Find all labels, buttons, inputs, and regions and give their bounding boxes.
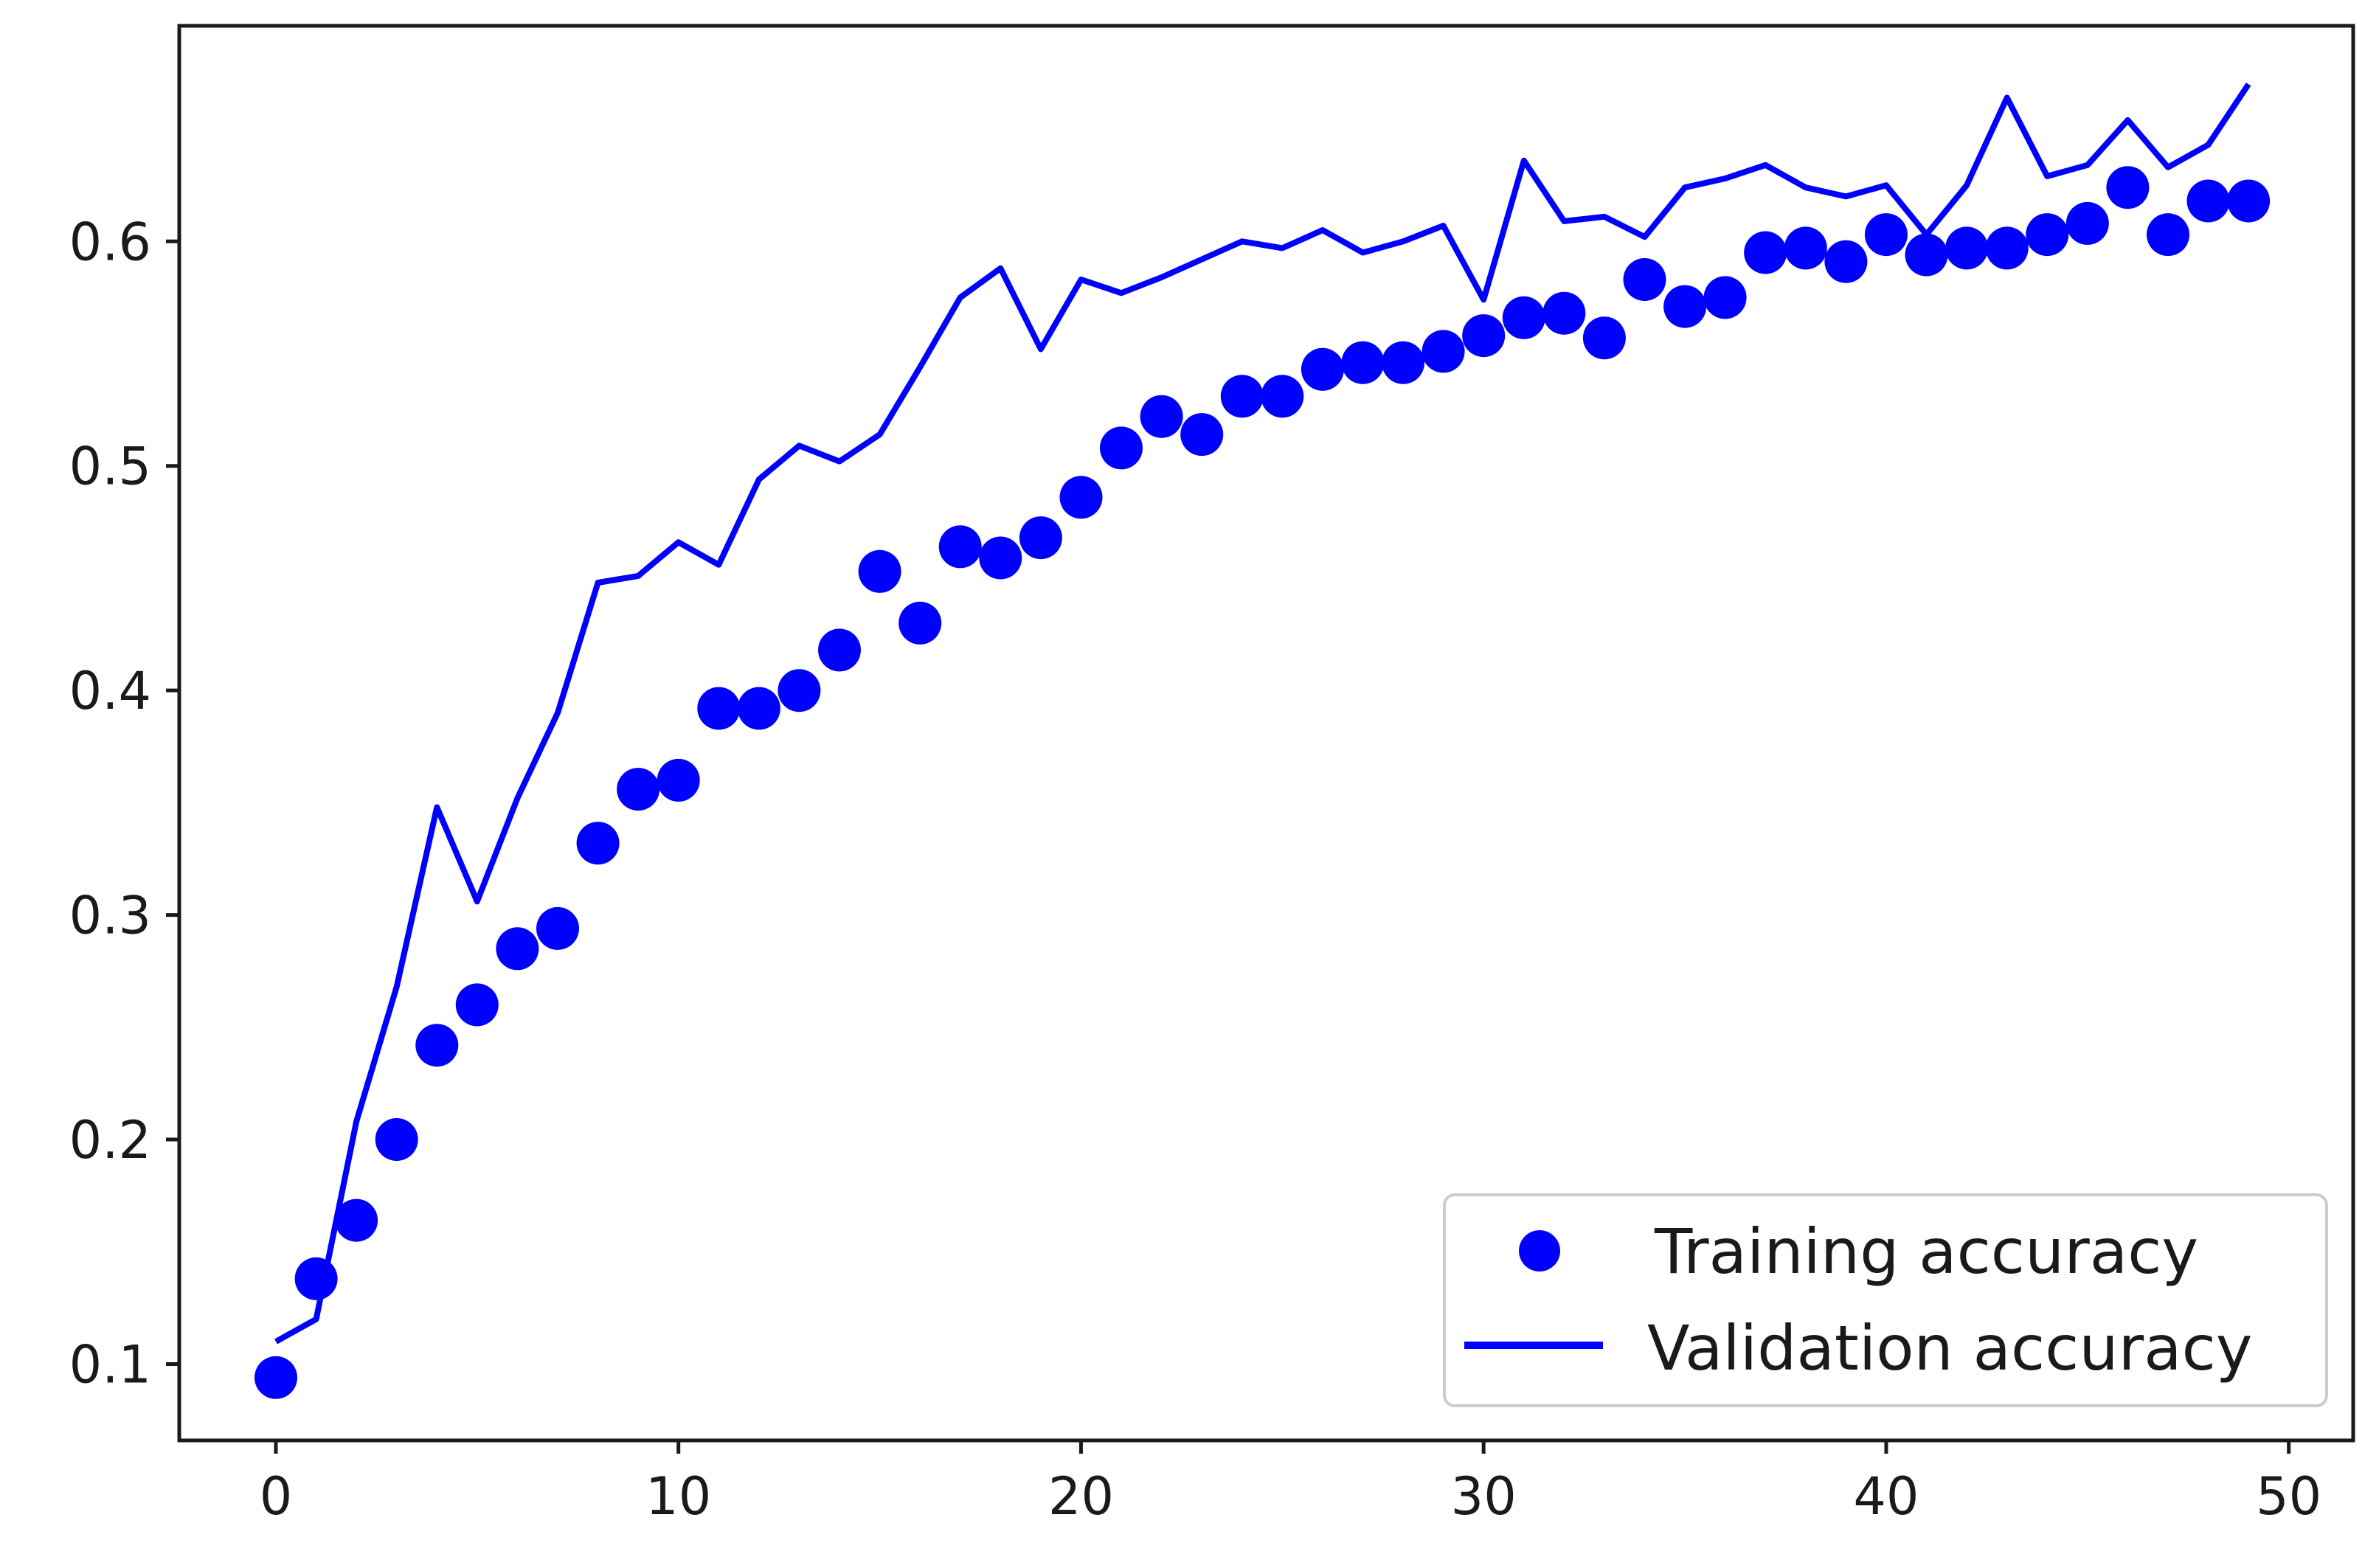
training-accuracy-point <box>1180 413 1224 457</box>
training-accuracy-point <box>1059 476 1103 519</box>
training-accuracy-point <box>1985 226 2029 270</box>
training-accuracy-point <box>979 536 1022 580</box>
training-accuracy-point <box>1824 240 1868 283</box>
training-accuracy-point <box>737 687 780 730</box>
training-accuracy-point <box>1140 395 1183 438</box>
training-accuracy-point <box>1019 516 1062 560</box>
training-accuracy-point <box>1744 231 1787 274</box>
x-tick-label: 20 <box>1048 1466 1114 1527</box>
training-accuracy-point <box>1462 314 1506 358</box>
training-accuracy-point <box>1703 276 1747 319</box>
training-accuracy-point <box>1301 347 1344 391</box>
legend-marker-training <box>1519 1230 1560 1272</box>
y-tick-label: 0.2 <box>69 1110 151 1170</box>
training-accuracy-point <box>617 768 660 811</box>
training-accuracy-point <box>1341 341 1385 384</box>
training-accuracy-point <box>2106 166 2150 209</box>
plot-marks <box>254 82 2271 1399</box>
training-accuracy-point <box>1905 233 1948 277</box>
training-accuracy-point <box>294 1257 338 1300</box>
x-tick-label: 0 <box>260 1466 293 1527</box>
training-accuracy-point <box>2186 179 2230 223</box>
legend-label-training: Training accuracy <box>1654 1215 2198 1288</box>
training-accuracy-point <box>778 669 821 712</box>
x-tick-label: 10 <box>645 1466 711 1527</box>
y-tick-label: 0.3 <box>69 886 151 946</box>
training-accuracy-point <box>496 927 539 971</box>
training-accuracy-point <box>1382 341 1425 384</box>
training-accuracy-point <box>898 601 942 645</box>
training-accuracy-point <box>536 906 579 950</box>
plot-frame <box>177 24 2355 1443</box>
training-accuracy-point <box>2227 179 2271 223</box>
training-accuracy-point <box>858 549 901 593</box>
training-accuracy-point <box>1864 213 1908 257</box>
y-tick-label: 0.6 <box>69 212 151 272</box>
training-accuracy-point <box>1220 375 1264 418</box>
training-accuracy-point <box>1582 316 1626 360</box>
validation-accuracy-line <box>274 82 2251 1345</box>
training-accuracy-point <box>335 1198 378 1242</box>
training-accuracy-point <box>657 758 700 802</box>
y-axis: 0.1 0.2 0.3 0.4 0.5 0.6 <box>69 212 179 1395</box>
training-accuracy-point <box>1100 426 1143 470</box>
training-accuracy-point <box>697 687 741 730</box>
training-accuracy-point <box>938 525 982 569</box>
training-accuracy-point <box>1623 258 1666 301</box>
training-accuracy-point <box>2026 213 2069 257</box>
x-tick-label: 40 <box>1853 1466 1919 1527</box>
training-accuracy-point <box>455 983 499 1027</box>
training-accuracy-point <box>1502 296 1545 339</box>
training-accuracy-point <box>415 1024 459 1067</box>
legend-box <box>1443 1193 2328 1407</box>
training-accuracy-point <box>254 1356 297 1399</box>
training-accuracy-point <box>1261 375 1304 418</box>
training-accuracy-point <box>1945 226 1989 270</box>
legend-label-validation: Validation accuracy <box>1647 1312 2252 1384</box>
training-accuracy-point <box>1542 291 1586 335</box>
y-tick-label: 0.4 <box>69 661 151 721</box>
x-tick-label: 30 <box>1451 1466 1517 1527</box>
training-accuracy-point <box>1784 226 1827 270</box>
x-tick-label: 50 <box>2256 1466 2321 1527</box>
training-accuracy-point <box>576 822 620 865</box>
training-accuracy-point <box>375 1118 418 1161</box>
training-accuracy-point <box>1421 330 1465 373</box>
legend: Training accuracy Validation accuracy <box>1443 1193 2328 1407</box>
y-tick-label: 0.5 <box>69 437 151 497</box>
x-axis: 0 10 20 30 40 50 <box>260 1440 2321 1527</box>
training-accuracy-point <box>1663 285 1707 328</box>
y-tick-label: 0.1 <box>69 1334 151 1395</box>
training-accuracy-point <box>2147 213 2189 257</box>
training-accuracy-point <box>818 628 861 672</box>
training-accuracy-point <box>2065 201 2109 245</box>
